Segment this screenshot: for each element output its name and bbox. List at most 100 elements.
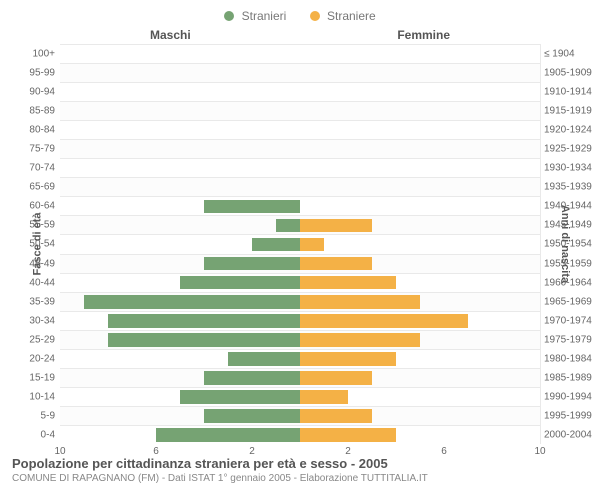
bar-male	[180, 390, 300, 404]
age-label: 65-69	[10, 182, 55, 193]
bar-male	[156, 428, 300, 442]
age-label: 20-24	[10, 353, 55, 364]
legend-label-female: Straniere	[327, 9, 376, 23]
bar-male	[108, 314, 300, 328]
x-tick: 6	[441, 446, 447, 457]
birth-label: 1980-1984	[544, 353, 596, 364]
age-label: 90-94	[10, 87, 55, 98]
bar-female	[300, 238, 324, 252]
legend-label-male: Stranieri	[242, 9, 287, 23]
birth-label: 1925-1929	[544, 144, 596, 155]
birth-label: 1935-1939	[544, 182, 596, 193]
birth-label: 1920-1924	[544, 125, 596, 136]
col-header-male: Maschi	[150, 28, 191, 42]
bar-female	[300, 219, 372, 233]
bar-male	[108, 333, 300, 347]
birth-label: 1945-1949	[544, 220, 596, 231]
birth-label: 1985-1989	[544, 372, 596, 383]
age-label: 75-79	[10, 144, 55, 155]
pyramid-row: 65-691935-1939	[60, 177, 540, 196]
gridline	[540, 44, 541, 444]
pyramid-row: 75-791925-1929	[60, 139, 540, 158]
x-tick: 10	[534, 446, 545, 457]
bar-male	[204, 371, 300, 385]
age-label: 50-54	[10, 239, 55, 250]
age-label: 80-84	[10, 125, 55, 136]
pyramid-chart: Stranieri Straniere Maschi Femmine Fasce…	[0, 0, 600, 500]
bar-female	[300, 314, 468, 328]
pyramid-row: 20-241980-1984	[60, 349, 540, 368]
bar-male	[228, 352, 300, 366]
bar-female	[300, 352, 396, 366]
birth-label: 1915-1919	[544, 106, 596, 117]
bar-female	[300, 371, 372, 385]
pyramid-row: 60-641940-1944	[60, 196, 540, 215]
bar-male	[204, 257, 300, 271]
birth-label: 1955-1959	[544, 258, 596, 269]
bar-female	[300, 409, 372, 423]
footer: Popolazione per cittadinanza straniera p…	[12, 456, 428, 484]
birth-label: 1960-1964	[544, 277, 596, 288]
pyramid-row: 95-991905-1909	[60, 63, 540, 82]
legend-swatch-male	[224, 11, 234, 21]
birth-label: 1910-1914	[544, 87, 596, 98]
bar-male	[204, 409, 300, 423]
bar-male	[252, 238, 300, 252]
birth-label: 1930-1934	[544, 163, 596, 174]
bar-male	[276, 219, 300, 233]
bar-male	[84, 295, 300, 309]
birth-label: 1995-1999	[544, 410, 596, 421]
age-label: 60-64	[10, 201, 55, 212]
pyramid-row: 90-941910-1914	[60, 82, 540, 101]
pyramid-row: 35-391965-1969	[60, 292, 540, 311]
legend-male: Stranieri	[224, 8, 286, 23]
pyramid-row: 85-891915-1919	[60, 101, 540, 120]
pyramid-row: 100+≤ 1904	[60, 44, 540, 63]
bar-female	[300, 333, 420, 347]
birth-label: 2000-2004	[544, 429, 596, 440]
pyramid-row: 70-741930-1934	[60, 158, 540, 177]
bar-female	[300, 428, 396, 442]
age-label: 10-14	[10, 391, 55, 402]
birth-label: ≤ 1904	[544, 49, 596, 60]
birth-label: 1950-1954	[544, 239, 596, 250]
bar-female	[300, 276, 396, 290]
age-label: 100+	[10, 49, 55, 60]
legend-swatch-female	[310, 11, 320, 21]
col-header-female: Femmine	[397, 28, 450, 42]
bar-male	[180, 276, 300, 290]
age-label: 55-59	[10, 220, 55, 231]
birth-label: 1940-1944	[544, 201, 596, 212]
bar-female	[300, 257, 372, 271]
age-label: 0-4	[10, 429, 55, 440]
pyramid-row: 45-491955-1959	[60, 254, 540, 273]
pyramid-row: 10-141990-1994	[60, 387, 540, 406]
pyramid-row: 5-91995-1999	[60, 406, 540, 425]
pyramid-row: 15-191985-1989	[60, 368, 540, 387]
pyramid-row: 0-42000-2004	[60, 425, 540, 444]
pyramid-row: 40-441960-1964	[60, 273, 540, 292]
bar-female	[300, 295, 420, 309]
birth-label: 1965-1969	[544, 296, 596, 307]
age-label: 15-19	[10, 372, 55, 383]
age-label: 40-44	[10, 277, 55, 288]
pyramid-row: 80-841920-1924	[60, 120, 540, 139]
age-label: 35-39	[10, 296, 55, 307]
age-label: 30-34	[10, 315, 55, 326]
legend: Stranieri Straniere	[0, 8, 600, 23]
age-label: 85-89	[10, 106, 55, 117]
age-label: 5-9	[10, 410, 55, 421]
birth-label: 1975-1979	[544, 334, 596, 345]
bar-female	[300, 390, 348, 404]
birth-label: 1990-1994	[544, 391, 596, 402]
pyramid-row: 55-591945-1949	[60, 215, 540, 234]
pyramid-row: 50-541950-1954	[60, 234, 540, 253]
chart-title: Popolazione per cittadinanza straniera p…	[12, 456, 428, 471]
plot-area: 100+≤ 190495-991905-190990-941910-191485…	[60, 44, 540, 444]
legend-female: Straniere	[310, 8, 376, 23]
age-label: 95-99	[10, 68, 55, 79]
age-label: 25-29	[10, 334, 55, 345]
age-label: 45-49	[10, 258, 55, 269]
pyramid-row: 30-341970-1974	[60, 311, 540, 330]
birth-label: 1970-1974	[544, 315, 596, 326]
